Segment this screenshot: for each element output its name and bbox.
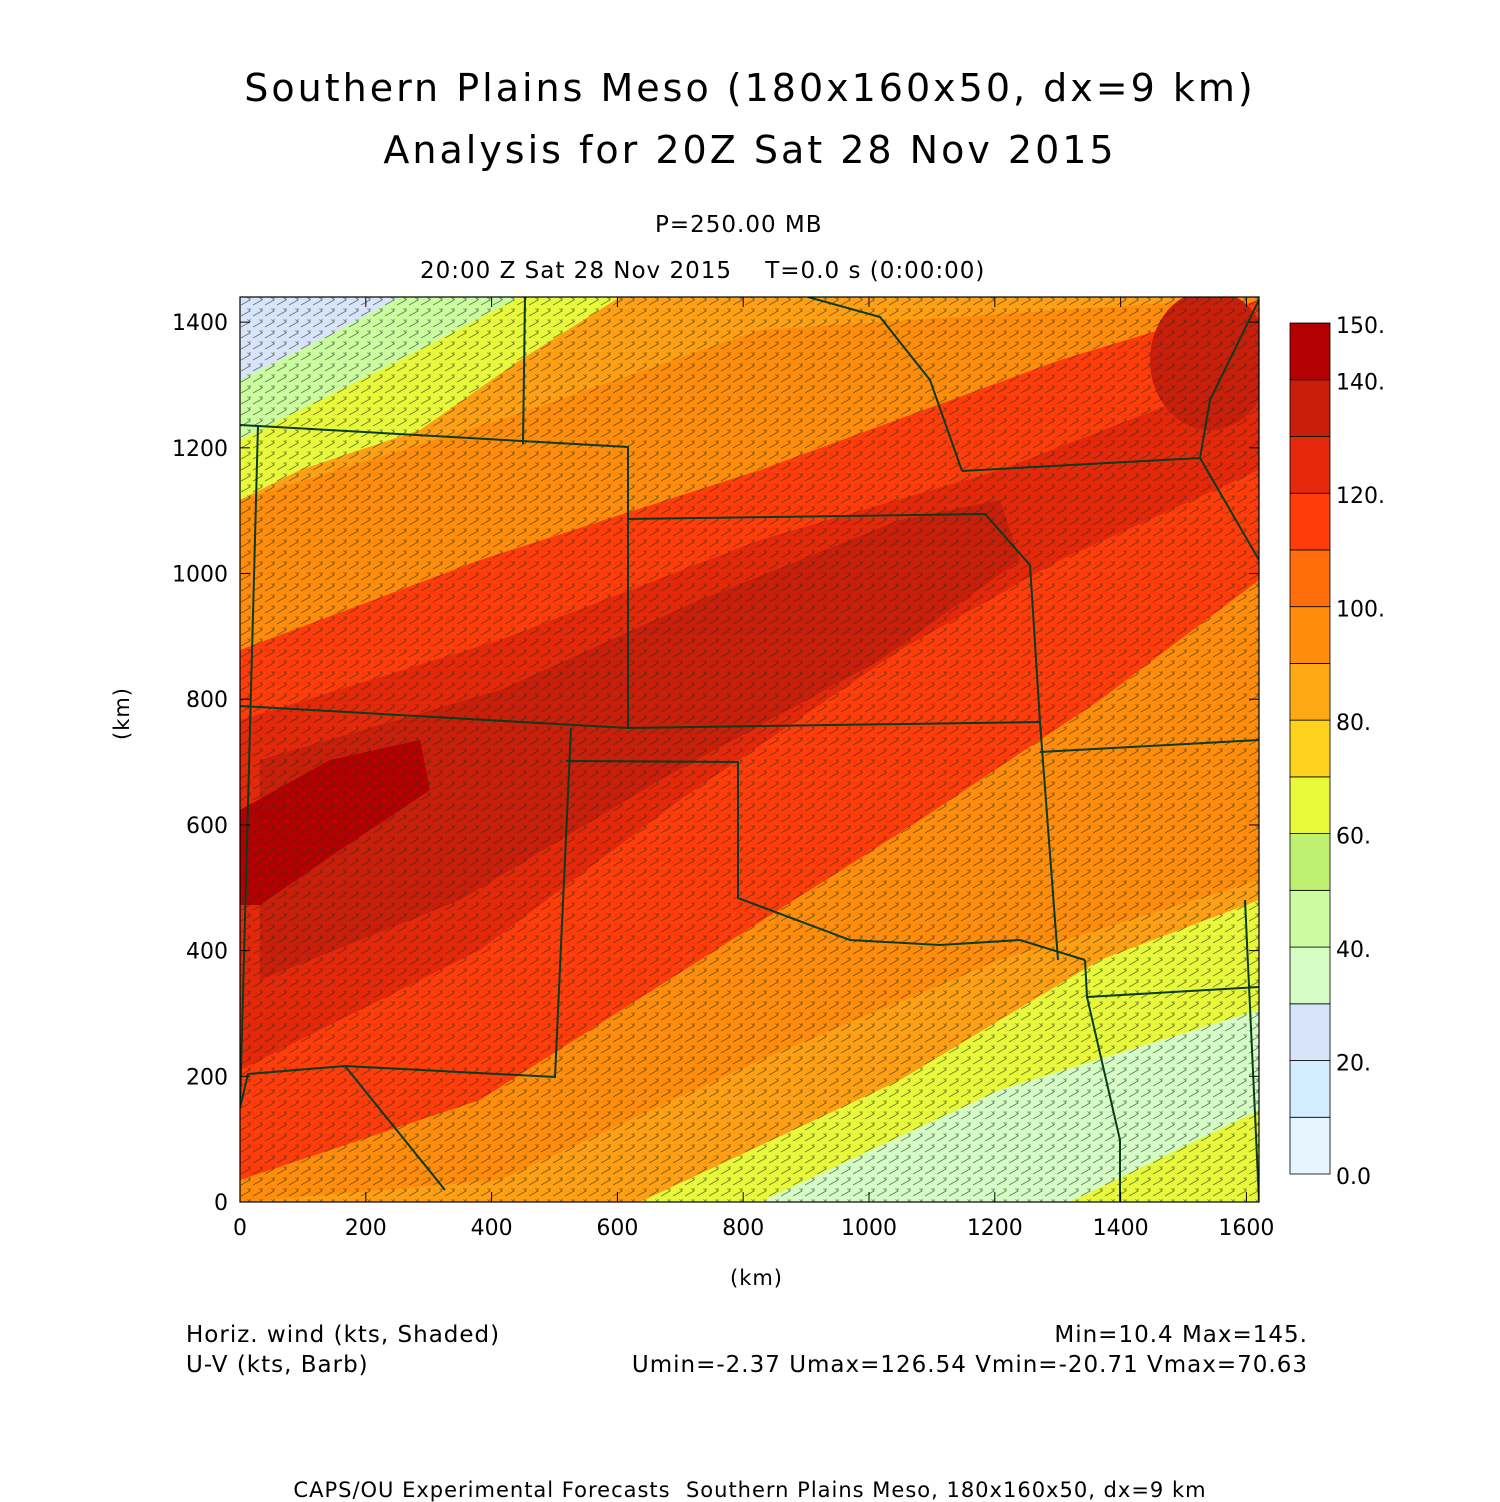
state-boundaries bbox=[240, 297, 1259, 1202]
y-axis-label: (km) bbox=[110, 686, 134, 740]
x-tick-label: 1600 bbox=[1218, 1216, 1274, 1241]
colorbar-label: 120. bbox=[1336, 484, 1385, 509]
colorbar-label: 0.0 bbox=[1336, 1165, 1371, 1190]
x-axis-label: (km) bbox=[730, 1266, 784, 1290]
plot-frame bbox=[239, 296, 1260, 1203]
valid-time: 20:00 Z Sat 28 Nov 2015 T=0.0 s (0:00:00… bbox=[420, 258, 986, 284]
y-tick-label: 0 bbox=[214, 1191, 228, 1216]
x-tick-label: 1400 bbox=[1093, 1216, 1149, 1241]
colorbar-label: 40. bbox=[1336, 938, 1371, 963]
y-tick-label: 400 bbox=[186, 940, 228, 965]
axis-ticks: 0 200 400 600 800 1000 1200 1400 1600 0 200 400 600 8… bbox=[172, 297, 1274, 1241]
barb-field-label: U-V (kts, Barb) bbox=[186, 1352, 369, 1378]
colorbar-swatch bbox=[1289, 606, 1331, 664]
colorbar-swatch bbox=[1289, 1003, 1331, 1061]
colorbar-swatch bbox=[1289, 833, 1331, 891]
pressure-level: P=250.00 MB bbox=[655, 212, 823, 238]
x-tick-label: 800 bbox=[722, 1216, 764, 1241]
x-tick-label: 1000 bbox=[841, 1216, 897, 1241]
x-tick-label: 200 bbox=[345, 1216, 387, 1241]
plot-subtitle: Analysis for 20Z Sat 28 Nov 2015 bbox=[383, 128, 1117, 172]
y-tick-label: 1200 bbox=[172, 437, 228, 462]
y-tick-label: 1400 bbox=[172, 311, 228, 336]
colorbar-swatch bbox=[1289, 379, 1331, 437]
x-tick-label: 400 bbox=[471, 1216, 513, 1241]
wind-speed-shading bbox=[240, 297, 1259, 1202]
colorbar-swatch bbox=[1289, 1060, 1331, 1118]
y-tick-label: 1000 bbox=[172, 563, 228, 588]
colorbar-swatch bbox=[1289, 889, 1331, 948]
colorbar-label: 80. bbox=[1336, 711, 1371, 736]
min-max-stats: Min=10.4 Max=145. bbox=[1054, 1322, 1308, 1348]
colorbar-label: 150. bbox=[1336, 314, 1385, 339]
y-tick-label: 600 bbox=[186, 814, 228, 839]
colorbar-swatch bbox=[1289, 776, 1331, 834]
credit-line: CAPS/OU Experimental Forecasts Southern … bbox=[293, 1478, 1207, 1502]
y-tick-label: 200 bbox=[186, 1065, 228, 1090]
colorbar-label: 140. bbox=[1336, 371, 1385, 396]
x-tick-label: 0 bbox=[233, 1216, 247, 1241]
colorbar-swatch bbox=[1289, 946, 1331, 1005]
shaded-field-label: Horiz. wind (kts, Shaded) bbox=[186, 1322, 501, 1348]
colorbar-swatch bbox=[1289, 322, 1331, 381]
colorbar: 150. 140. 120. 100. 80. 60. 40. 20. 0.0 bbox=[1289, 314, 1385, 1190]
colorbar-label: 60. bbox=[1336, 825, 1371, 850]
colorbar-swatch bbox=[1289, 492, 1331, 551]
colorbar-swatch bbox=[1289, 436, 1331, 494]
uv-stats: Umin=-2.37 Umax=126.54 Vmin=-20.71 Vmax=… bbox=[631, 1352, 1308, 1378]
y-tick-label: 800 bbox=[186, 688, 228, 713]
x-tick-label: 1200 bbox=[967, 1216, 1023, 1241]
x-tick-label: 600 bbox=[596, 1216, 638, 1241]
colorbar-swatch bbox=[1289, 719, 1331, 778]
colorbar-label: 100. bbox=[1336, 598, 1385, 623]
plot-title: Southern Plains Meso (180x160x50, dx=9 k… bbox=[244, 66, 1256, 110]
colorbar-swatch bbox=[1289, 549, 1331, 608]
colorbar-label: 20. bbox=[1336, 1052, 1371, 1077]
colorbar-swatch bbox=[1289, 663, 1331, 721]
colorbar-swatch bbox=[1289, 1116, 1331, 1175]
